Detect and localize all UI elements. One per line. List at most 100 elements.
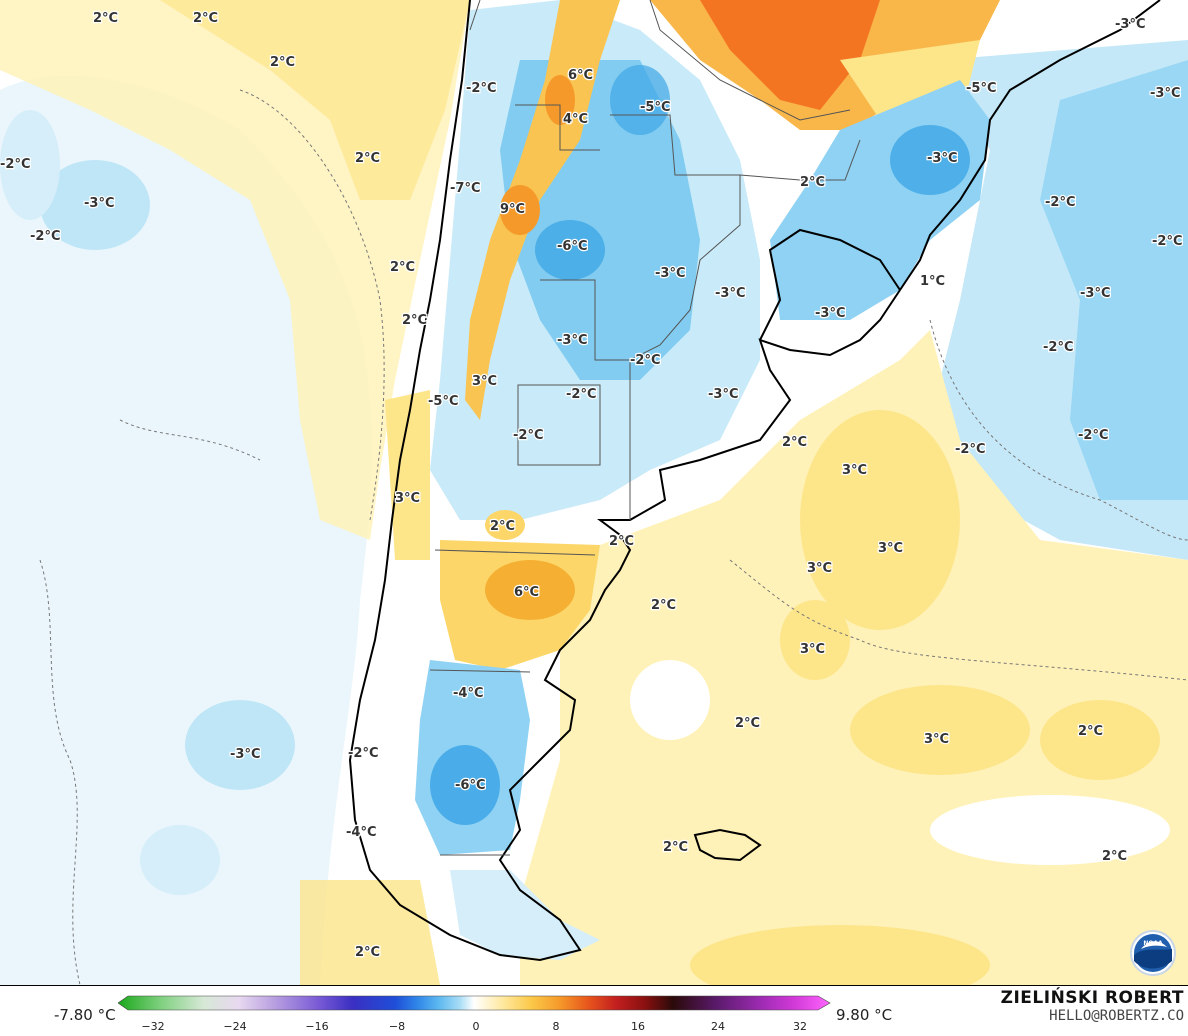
map-label: -3°C: [230, 747, 260, 762]
map-label: -5°C: [966, 81, 996, 96]
warm-blob: [850, 685, 1030, 775]
legend-min-label: -7.80 °C: [54, 1006, 116, 1024]
river-plate: [759, 228, 901, 341]
map-label: -2°C: [513, 428, 543, 443]
map-label: -2°C: [1152, 234, 1182, 249]
map-label: 3°C: [807, 561, 832, 576]
map-label: -2°C: [566, 387, 596, 402]
brazil-hot-core: [700, 0, 880, 110]
southern-chile-warm: [300, 880, 440, 985]
map-label: -2°C: [0, 157, 30, 172]
warm-blob: [690, 925, 990, 985]
map-label: 2°C: [390, 260, 415, 275]
map-label: 2°C: [355, 151, 380, 166]
map-label: -4°C: [346, 825, 376, 840]
map-label: -3°C: [557, 333, 587, 348]
map-label: -3°C: [927, 151, 957, 166]
colorbar-tick: 8: [553, 1020, 560, 1033]
tierra-del-fuego: [450, 870, 600, 960]
colorbar-tick: 0: [473, 1020, 480, 1033]
map-label: -2°C: [30, 229, 60, 244]
map-label: -6°C: [455, 778, 485, 793]
map-label: 2°C: [782, 435, 807, 450]
colorbar-tick: −8: [389, 1020, 405, 1033]
chile-coast-warm: [385, 390, 430, 560]
colorbar-tick: 24: [711, 1020, 725, 1033]
map-label: 6°C: [514, 585, 539, 600]
legend-max-label: 9.80 °C: [836, 1006, 893, 1024]
cool-core: [430, 745, 500, 825]
political-borders: [429, 0, 861, 856]
map-label: 2°C: [270, 55, 295, 70]
map-label: -4°C: [453, 686, 483, 701]
white-patch: [630, 660, 710, 740]
cool-blob: [185, 700, 295, 790]
warm-blob: [800, 410, 960, 630]
pacific-warm-core: [160, 0, 470, 200]
map-label: -3°C: [1150, 86, 1180, 101]
map-label: -3°C: [708, 387, 738, 402]
warm-core: [485, 560, 575, 620]
map-label: -6°C: [557, 239, 587, 254]
map-label: -3°C: [655, 266, 685, 281]
map-label: 3°C: [924, 732, 949, 747]
map-label: 4°C: [563, 112, 588, 127]
map-label: 2°C: [800, 175, 825, 190]
warm-core: [500, 185, 540, 235]
colorbar-tick: −32: [141, 1020, 164, 1033]
colorbar-tick: −16: [305, 1020, 328, 1033]
map-label: -2°C: [630, 353, 660, 368]
white-patch: [930, 795, 1170, 865]
map-label: 2°C: [1078, 724, 1103, 739]
noaa-logo: NOAA: [1130, 930, 1176, 976]
author-credit: ZIELIŃSKI ROBERT: [1000, 988, 1184, 1008]
map-label: 9°C: [500, 202, 525, 217]
map-label: 1°C: [920, 274, 945, 289]
cool-blob: [40, 160, 150, 250]
map-label: 2°C: [193, 11, 218, 26]
map-label: -5°C: [428, 394, 458, 409]
andes-warm-streak: [465, 0, 620, 420]
falkland-islands: [693, 828, 762, 862]
map-label: -5°C: [640, 100, 670, 115]
map-label: -2°C: [348, 746, 378, 761]
cool-core: [610, 65, 670, 135]
colorbar: −32 −24 −16 −8 0 8 16 24 32: [118, 995, 831, 1033]
map-label: 2°C: [402, 313, 427, 328]
map-label: 3°C: [472, 374, 497, 389]
warm-blob: [1040, 700, 1160, 780]
map-label: 2°C: [355, 945, 380, 960]
map-label: 2°C: [490, 519, 515, 534]
temperature-anomaly-map: 2°C 2°C 2°C 2°C -2°C -3°C -2°C 2°C 2°C -…: [0, 0, 1188, 985]
map-label: -2°C: [466, 81, 496, 96]
colorbar-tick: −24: [223, 1020, 246, 1033]
map-label: 2°C: [609, 534, 634, 549]
map-label: -3°C: [84, 196, 114, 211]
map-label: -3°C: [1115, 17, 1145, 32]
cool-core: [890, 125, 970, 195]
cool-core: [535, 220, 605, 280]
map-label: -3°C: [1080, 286, 1110, 301]
author-email: HELLO@ROBERTZ.CO: [1049, 1008, 1184, 1024]
map-label: 2°C: [1102, 849, 1127, 864]
map-label: 2°C: [663, 840, 688, 855]
warm-blob: [485, 510, 525, 540]
map-label: -7°C: [450, 181, 480, 196]
map-label: 3°C: [800, 642, 825, 657]
contour-lines: [39, 89, 1188, 985]
map-labels: 2°C 2°C 2°C 2°C -2°C -3°C -2°C 2°C 2°C -…: [0, 10, 1184, 962]
south-america-coastline: [348, 0, 1161, 962]
colorbar-tick: 32: [793, 1020, 807, 1033]
map-label: -3°C: [815, 306, 845, 321]
map-label: 3°C: [395, 491, 420, 506]
map-label: 2°C: [651, 598, 676, 613]
map-label: 3°C: [842, 463, 867, 478]
atlantic-cool-core: [1040, 60, 1188, 500]
colorbar-gradient: [118, 995, 831, 1011]
cool-blob: [140, 825, 220, 895]
map-label: -3°C: [715, 286, 745, 301]
cool-blob: [0, 110, 60, 220]
map-label: -2°C: [1045, 195, 1075, 210]
colorbar-tick: 16: [631, 1020, 645, 1033]
colorbar-ticks: −32 −24 −16 −8 0 8 16 24 32: [141, 1020, 807, 1033]
